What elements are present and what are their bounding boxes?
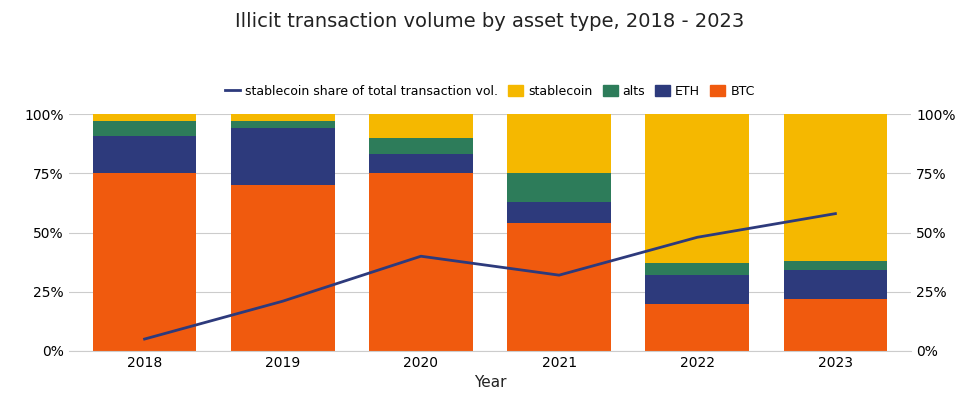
Bar	[784, 271, 887, 299]
Bar	[93, 114, 196, 121]
Bar	[784, 261, 887, 271]
Bar	[646, 263, 749, 275]
Bar	[369, 173, 472, 351]
Bar	[369, 138, 472, 155]
Bar	[508, 223, 611, 351]
X-axis label: Year: Year	[473, 375, 507, 390]
Bar	[231, 114, 334, 121]
Bar	[784, 114, 887, 261]
Text: Illicit transaction volume by asset type, 2018 - 2023: Illicit transaction volume by asset type…	[235, 12, 745, 31]
Bar	[784, 299, 887, 351]
Bar	[369, 114, 472, 138]
Bar	[231, 185, 334, 351]
Bar	[508, 173, 611, 202]
Bar	[646, 275, 749, 304]
Bar	[508, 202, 611, 223]
Bar	[369, 155, 472, 173]
Bar	[93, 121, 196, 135]
Bar	[646, 114, 749, 263]
Bar	[646, 304, 749, 351]
Bar	[93, 173, 196, 351]
Bar	[231, 129, 334, 185]
Legend: stablecoin share of total transaction vol., stablecoin, alts, ETH, BTC: stablecoin share of total transaction vo…	[220, 80, 760, 103]
Bar	[231, 121, 334, 129]
Bar	[508, 114, 611, 173]
Bar	[93, 135, 196, 173]
